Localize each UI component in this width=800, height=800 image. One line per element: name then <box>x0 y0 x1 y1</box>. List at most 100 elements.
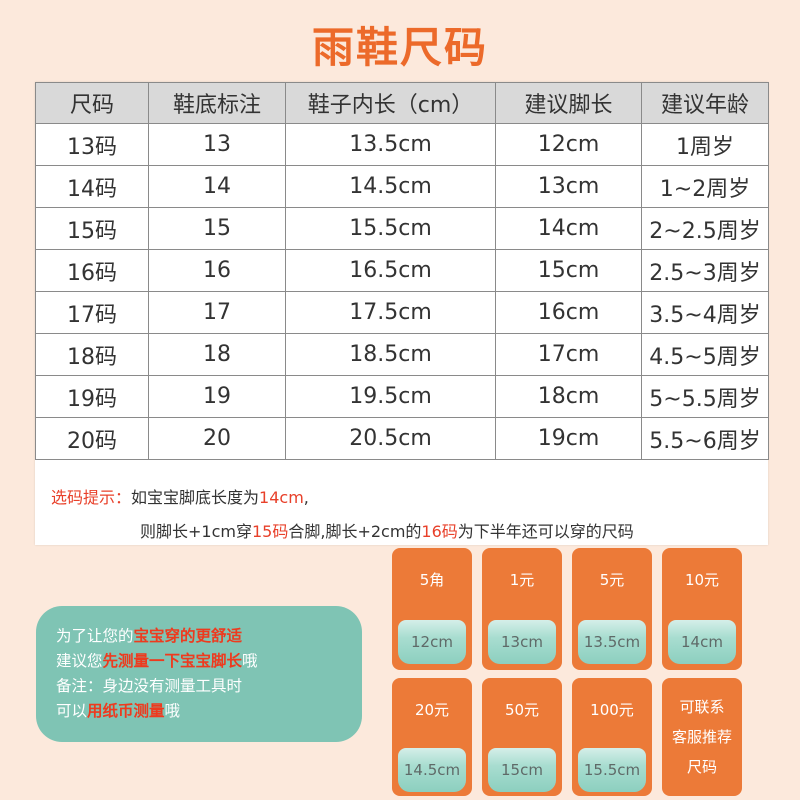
table-row: 18码 18 18.5cm 17cm 4.5~5周岁 <box>35 333 769 376</box>
table-row: 13码 13 13.5cm 12cm 1周岁 <box>35 123 769 166</box>
table-cell: 17码 <box>35 291 149 334</box>
table-cell: 19 <box>148 375 286 418</box>
tip-text: , <box>303 488 309 507</box>
table-cell: 2.5~3周岁 <box>641 249 769 292</box>
table-cell: 16.5cm <box>285 249 496 292</box>
banknote-denomination: 10元 <box>684 571 720 589</box>
advice-text: 可以 <box>56 702 88 720</box>
table-cell: 14 <box>148 165 286 208</box>
table-cell: 13cm <box>495 165 642 208</box>
table-cell: 5~5.5周岁 <box>641 375 769 418</box>
tip-highlight: 16码 <box>421 522 458 541</box>
tip-label: 选码提示： <box>51 488 132 507</box>
table-cell: 20.5cm <box>285 417 496 460</box>
table-cell: 12cm <box>495 123 642 166</box>
size-chart-card: 尺码 鞋底标注 鞋子内长（cm） 建议脚长 建议年龄 13码 13 13.5cm… <box>35 82 769 545</box>
banknote-denomination: 100元 <box>590 701 634 719</box>
contact-line: 尺码 <box>686 758 717 776</box>
banknote-denomination: 20元 <box>414 701 450 719</box>
advice-text: 为了让您的 <box>56 627 134 645</box>
banknote-length: 15cm <box>488 748 556 792</box>
banknote-length: 14cm <box>668 620 736 664</box>
banknote-length: 13.5cm <box>578 620 646 664</box>
banknote-denomination: 50元 <box>504 701 540 719</box>
table-row: 16码 16 16.5cm 15cm 2.5~3周岁 <box>35 249 769 292</box>
column-header: 鞋底标注 <box>148 82 286 124</box>
table-cell: 16 <box>148 249 286 292</box>
table-cell: 18码 <box>35 333 149 376</box>
table-header-row: 尺码 鞋底标注 鞋子内长（cm） 建议脚长 建议年龄 <box>35 82 769 124</box>
table-cell: 5.5~6周岁 <box>641 417 769 460</box>
table-cell: 3.5~4周岁 <box>641 291 769 334</box>
advice-highlight: 宝宝穿的更舒适 <box>133 627 243 645</box>
column-header: 尺码 <box>35 82 149 124</box>
advice-line: 备注：身边没有测量工具时 <box>56 677 243 695</box>
table-cell: 16cm <box>495 291 642 334</box>
table-cell: 13.5cm <box>285 123 496 166</box>
tip-text: 合脚,脚长+2cm的 <box>288 522 422 541</box>
tip-highlight: 15码 <box>251 522 289 541</box>
banknote-length: 14.5cm <box>398 748 466 792</box>
table-cell: 1~2周岁 <box>641 165 769 208</box>
banknote-length: 15.5cm <box>578 748 646 792</box>
table-cell: 20 <box>148 417 286 460</box>
table-cell: 17 <box>148 291 286 334</box>
contact-service-tile[interactable]: 可联系 客服推荐 尺码 <box>662 678 742 796</box>
tip-highlight: 14cm <box>259 488 304 507</box>
table-row: 17码 17 17.5cm 16cm 3.5~4周岁 <box>35 291 769 334</box>
table-cell: 14码 <box>35 165 149 208</box>
table-cell: 15.5cm <box>285 207 496 250</box>
size-tip-line-1: 选码提示：如宝宝脚底长度为14cm, <box>51 484 309 508</box>
table-cell: 16码 <box>35 249 149 292</box>
table-cell: 20码 <box>35 417 149 460</box>
table-row: 19码 19 19.5cm 18cm 5~5.5周岁 <box>35 375 769 418</box>
table-cell: 18 <box>148 333 286 376</box>
banknote-tile-10yuan: 10元 14cm <box>662 548 742 670</box>
advice-text: 建议您 <box>56 652 103 670</box>
banknote-tile-20yuan: 20元 14.5cm <box>392 678 472 796</box>
banknote-denomination: 5角 <box>419 571 445 589</box>
banknote-length: 13cm <box>488 620 556 664</box>
banknote-tile-5jiao: 5角 12cm <box>392 548 472 670</box>
table-cell: 4.5~5周岁 <box>641 333 769 376</box>
advice-line: 可以用纸币测量哦 <box>56 699 180 721</box>
banknote-tile-100yuan: 100元 15.5cm <box>572 678 652 796</box>
table-cell: 1周岁 <box>641 123 769 166</box>
column-header: 建议脚长 <box>495 82 642 124</box>
size-table: 尺码 鞋底标注 鞋子内长（cm） 建议脚长 建议年龄 13码 13 13.5cm… <box>35 82 769 460</box>
banknote-length: 12cm <box>398 620 466 664</box>
banknote-tile-1yuan: 1元 13cm <box>482 548 562 670</box>
table-cell: 15 <box>148 207 286 250</box>
table-cell: 19cm <box>495 417 642 460</box>
tip-text: 则脚长+1cm穿 <box>140 522 252 541</box>
advice-line: 建议您先测量一下宝宝脚长哦 <box>56 649 258 671</box>
table-row: 15码 15 15.5cm 14cm 2~2.5周岁 <box>35 207 769 250</box>
table-cell: 19.5cm <box>285 375 496 418</box>
banknote-denomination: 5元 <box>599 571 625 589</box>
table-cell: 15cm <box>495 249 642 292</box>
banknote-tile-5yuan: 5元 13.5cm <box>572 548 652 670</box>
table-cell: 2~2.5周岁 <box>641 207 769 250</box>
advice-highlight: 用纸币测量 <box>87 702 165 720</box>
table-cell: 14.5cm <box>285 165 496 208</box>
table-cell: 13码 <box>35 123 149 166</box>
table-row: 14码 14 14.5cm 13cm 1~2周岁 <box>35 165 769 208</box>
table-cell: 17.5cm <box>285 291 496 334</box>
column-header: 鞋子内长（cm） <box>285 82 496 124</box>
column-header: 建议年龄 <box>641 82 769 124</box>
table-cell: 13 <box>148 123 286 166</box>
advice-highlight: 先测量一下宝宝脚长 <box>102 652 243 670</box>
table-row: 20码 20 20.5cm 19cm 5.5~6周岁 <box>35 417 769 460</box>
contact-line: 可联系 <box>679 698 725 716</box>
size-tip-line-2: 则脚长+1cm穿15码合脚,脚长+2cm的16码为下半年还可以穿的尺码 <box>140 518 634 542</box>
page-title: 雨鞋尺码 <box>311 23 488 72</box>
table-cell: 19码 <box>35 375 149 418</box>
table-cell: 18.5cm <box>285 333 496 376</box>
tip-text: 如宝宝脚底长度为 <box>131 488 260 507</box>
table-cell: 15码 <box>35 207 149 250</box>
contact-service-text: 可联系 客服推荐 尺码 <box>662 678 742 796</box>
table-cell: 17cm <box>495 333 642 376</box>
tip-text: 为下半年还可以穿的尺码 <box>457 522 634 541</box>
table-cell: 14cm <box>495 207 642 250</box>
table-cell: 18cm <box>495 375 642 418</box>
